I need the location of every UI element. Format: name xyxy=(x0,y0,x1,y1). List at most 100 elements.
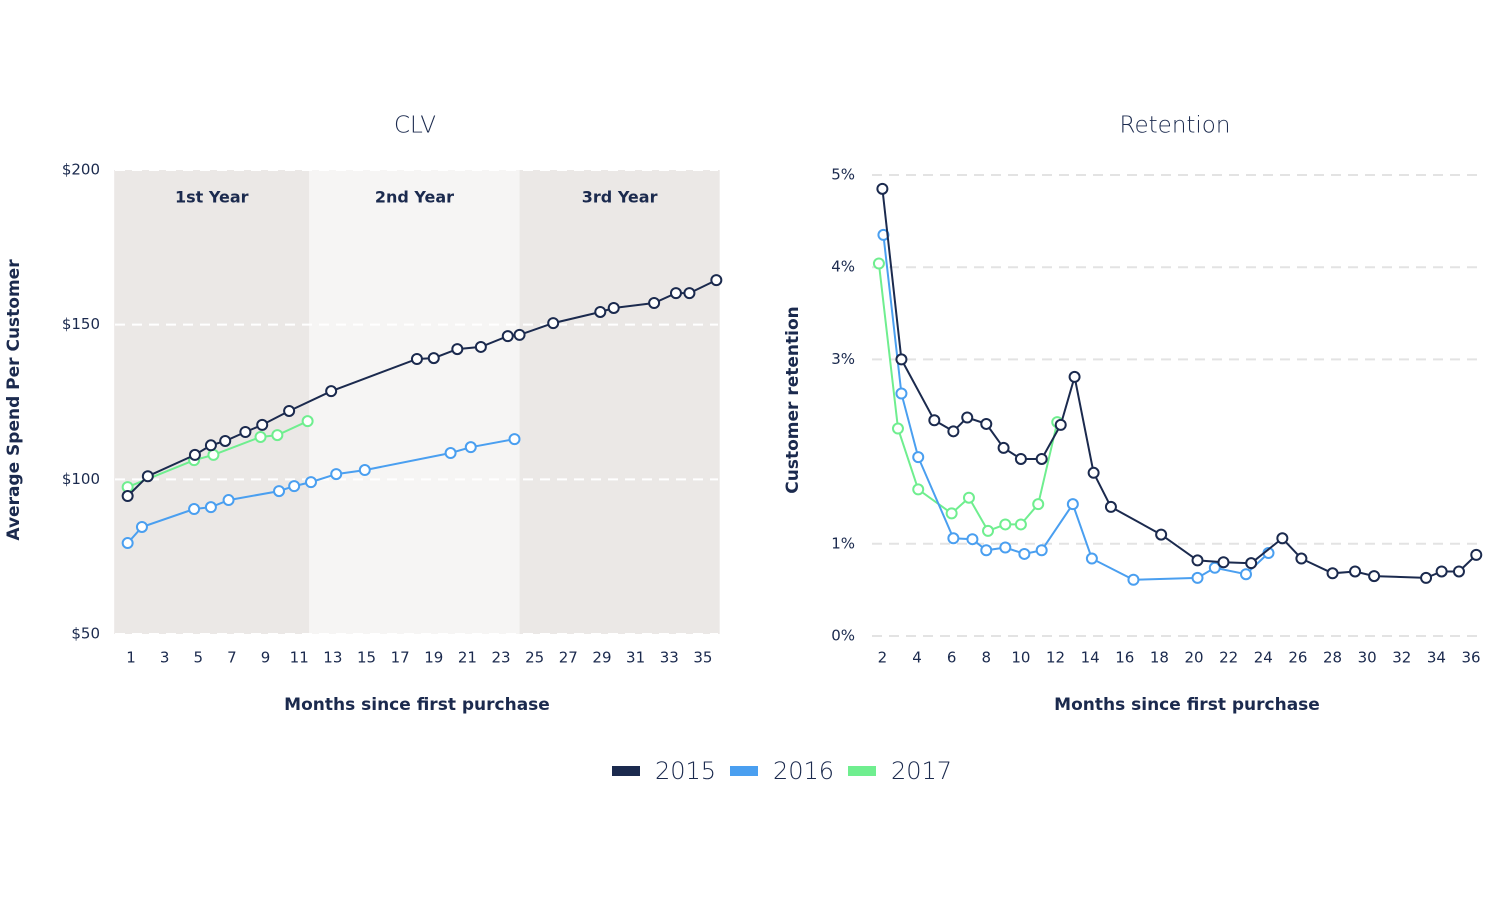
data-point xyxy=(1245,557,1258,570)
data-point xyxy=(330,468,343,481)
region-label: 1st Year xyxy=(175,188,249,207)
data-point xyxy=(966,533,979,546)
data-point xyxy=(1276,532,1289,545)
data-point xyxy=(358,464,371,477)
data-point xyxy=(256,418,269,431)
x-tick-label: 4 xyxy=(912,649,922,667)
data-point xyxy=(204,501,217,514)
data-point xyxy=(648,297,661,310)
x-tick-label: 35 xyxy=(693,649,712,667)
data-point xyxy=(607,301,620,314)
data-point xyxy=(1191,554,1204,567)
data-point xyxy=(410,353,423,366)
x-tick-label: 21 xyxy=(458,649,477,667)
data-point xyxy=(1470,548,1483,561)
data-point xyxy=(508,433,521,446)
data-point xyxy=(1295,552,1308,565)
x-tick-label: 34 xyxy=(1427,649,1446,667)
x-tick-label: 8 xyxy=(982,649,992,667)
data-point xyxy=(594,305,607,318)
data-point xyxy=(219,434,232,447)
data-point xyxy=(928,414,941,427)
data-point xyxy=(501,330,514,343)
year-region xyxy=(519,170,720,634)
data-point xyxy=(876,182,889,195)
x-tick-label: 14 xyxy=(1081,649,1100,667)
data-point xyxy=(1018,547,1031,560)
data-point xyxy=(464,441,477,454)
data-point xyxy=(1054,418,1067,431)
data-point xyxy=(1217,556,1230,569)
data-point xyxy=(273,485,286,498)
data-point xyxy=(1035,544,1048,557)
data-point xyxy=(872,257,885,270)
x-tick-label: 28 xyxy=(1323,649,1342,667)
x-tick-label: 18 xyxy=(1150,649,1169,667)
data-point xyxy=(188,448,201,461)
data-point xyxy=(961,411,974,424)
series-line xyxy=(877,263,1059,533)
region-label: 2nd Year xyxy=(375,188,454,207)
x-tick-label: 9 xyxy=(261,649,271,667)
x-tick-label: 2 xyxy=(878,649,888,667)
data-point xyxy=(188,503,201,516)
legend-label: 2017 xyxy=(891,757,952,785)
data-point xyxy=(1104,500,1117,513)
legend-swatch xyxy=(848,766,876,776)
data-point xyxy=(1326,567,1339,580)
data-point xyxy=(1087,466,1100,479)
x-tick-label: 16 xyxy=(1115,649,1134,667)
x-tick-label: 30 xyxy=(1358,649,1377,667)
x-axis-label: Months since first purchase xyxy=(284,695,550,715)
legend-label: 2016 xyxy=(773,757,834,785)
x-tick-label: 23 xyxy=(492,649,511,667)
data-point xyxy=(982,524,995,537)
x-tick-label: 6 xyxy=(947,649,957,667)
data-point xyxy=(239,426,252,439)
data-point xyxy=(1014,452,1027,465)
data-point xyxy=(1127,573,1140,586)
x-tick-label: 26 xyxy=(1288,649,1307,667)
data-point xyxy=(683,287,696,300)
x-tick-label: 31 xyxy=(626,649,645,667)
data-point xyxy=(121,537,134,550)
data-point xyxy=(1239,568,1252,581)
legend-label: 2015 xyxy=(655,757,716,785)
chart-panel: CLV Average Spend Per Customer Months sinc… xyxy=(4,113,723,715)
data-point xyxy=(121,490,134,503)
y-tick-label: 0% xyxy=(831,627,855,645)
data-point xyxy=(891,422,904,435)
x-tick-label: 7 xyxy=(227,649,237,667)
y-tick-label: 5% xyxy=(831,166,855,184)
data-point xyxy=(135,520,148,533)
y-tick-label: $100 xyxy=(62,470,100,488)
data-point xyxy=(207,448,220,461)
series-line xyxy=(881,188,1477,579)
data-point xyxy=(1420,571,1433,584)
x-tick-label: 11 xyxy=(290,649,309,667)
x-tick-label: 5 xyxy=(194,649,204,667)
y-axis-label: Customer retention xyxy=(783,306,803,493)
x-tick-label: 13 xyxy=(323,649,342,667)
data-point xyxy=(710,274,723,287)
x-tick-label: 24 xyxy=(1254,649,1273,667)
data-point xyxy=(474,340,487,353)
data-point xyxy=(1452,565,1465,578)
data-point xyxy=(301,415,314,428)
data-point xyxy=(141,470,154,483)
data-point xyxy=(1155,528,1168,541)
year-region xyxy=(309,170,520,634)
x-tick-label: 3 xyxy=(160,649,170,667)
data-point xyxy=(513,328,526,341)
y-axis-label: Average Spend Per Customer xyxy=(4,259,24,541)
data-point xyxy=(999,541,1012,554)
data-point xyxy=(1032,498,1045,511)
data-point xyxy=(204,439,217,452)
data-point xyxy=(451,343,464,356)
data-point xyxy=(444,447,457,460)
data-point xyxy=(980,544,993,557)
x-tick-label: 25 xyxy=(525,649,544,667)
data-point xyxy=(999,518,1012,531)
x-tick-label: 12 xyxy=(1046,649,1065,667)
